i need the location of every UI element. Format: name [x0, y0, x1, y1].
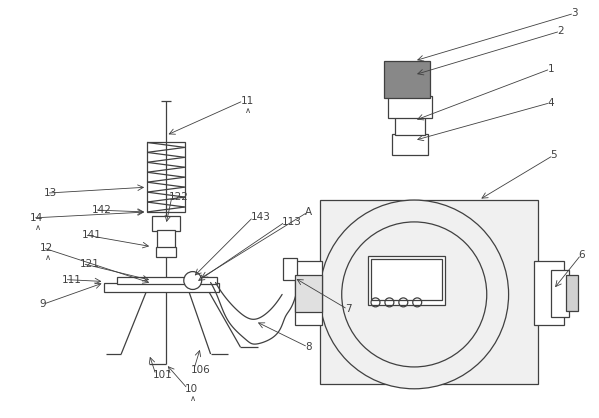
Bar	[368, 256, 445, 306]
Text: 101: 101	[153, 370, 173, 380]
Bar	[295, 261, 322, 325]
Bar	[104, 283, 219, 293]
Text: 11: 11	[240, 96, 253, 106]
Bar	[392, 133, 428, 155]
Text: ∧: ∧	[44, 253, 51, 262]
Text: 10: 10	[184, 384, 198, 394]
Text: 142: 142	[92, 205, 111, 215]
Text: 13: 13	[44, 188, 57, 198]
Text: 113: 113	[282, 217, 302, 227]
Text: 8: 8	[305, 342, 311, 352]
Circle shape	[320, 200, 509, 389]
Bar	[551, 270, 569, 317]
Text: 7: 7	[344, 304, 352, 314]
Bar	[117, 277, 217, 285]
Bar	[371, 259, 442, 301]
Text: 3: 3	[571, 8, 578, 18]
Text: 106: 106	[190, 365, 210, 375]
Circle shape	[184, 272, 202, 289]
Bar	[385, 61, 430, 98]
Text: ∧: ∧	[190, 394, 196, 403]
Bar	[157, 230, 175, 248]
Text: 1: 1	[547, 64, 554, 74]
Text: 12: 12	[40, 243, 53, 253]
Text: A: A	[305, 207, 312, 217]
Text: 121: 121	[80, 259, 99, 269]
Bar	[156, 247, 176, 257]
Text: 6: 6	[578, 250, 585, 260]
Text: 111: 111	[62, 275, 81, 285]
Bar	[152, 216, 180, 231]
Bar	[295, 275, 322, 312]
Bar	[283, 257, 297, 280]
Text: 9: 9	[40, 299, 46, 309]
Text: ∧: ∧	[35, 223, 41, 232]
Text: 4: 4	[547, 98, 554, 108]
Text: 141: 141	[81, 230, 101, 240]
Text: 5: 5	[550, 150, 557, 161]
Circle shape	[341, 222, 487, 367]
Text: 122: 122	[169, 192, 189, 202]
Text: 14: 14	[30, 213, 43, 223]
Bar	[395, 116, 425, 135]
Bar	[388, 96, 432, 117]
Text: 143: 143	[250, 212, 270, 222]
Text: ∧: ∧	[245, 106, 252, 115]
Bar	[566, 275, 578, 311]
Text: 2: 2	[557, 26, 564, 36]
Bar	[320, 200, 539, 384]
Bar	[147, 143, 184, 212]
Bar	[534, 261, 564, 325]
